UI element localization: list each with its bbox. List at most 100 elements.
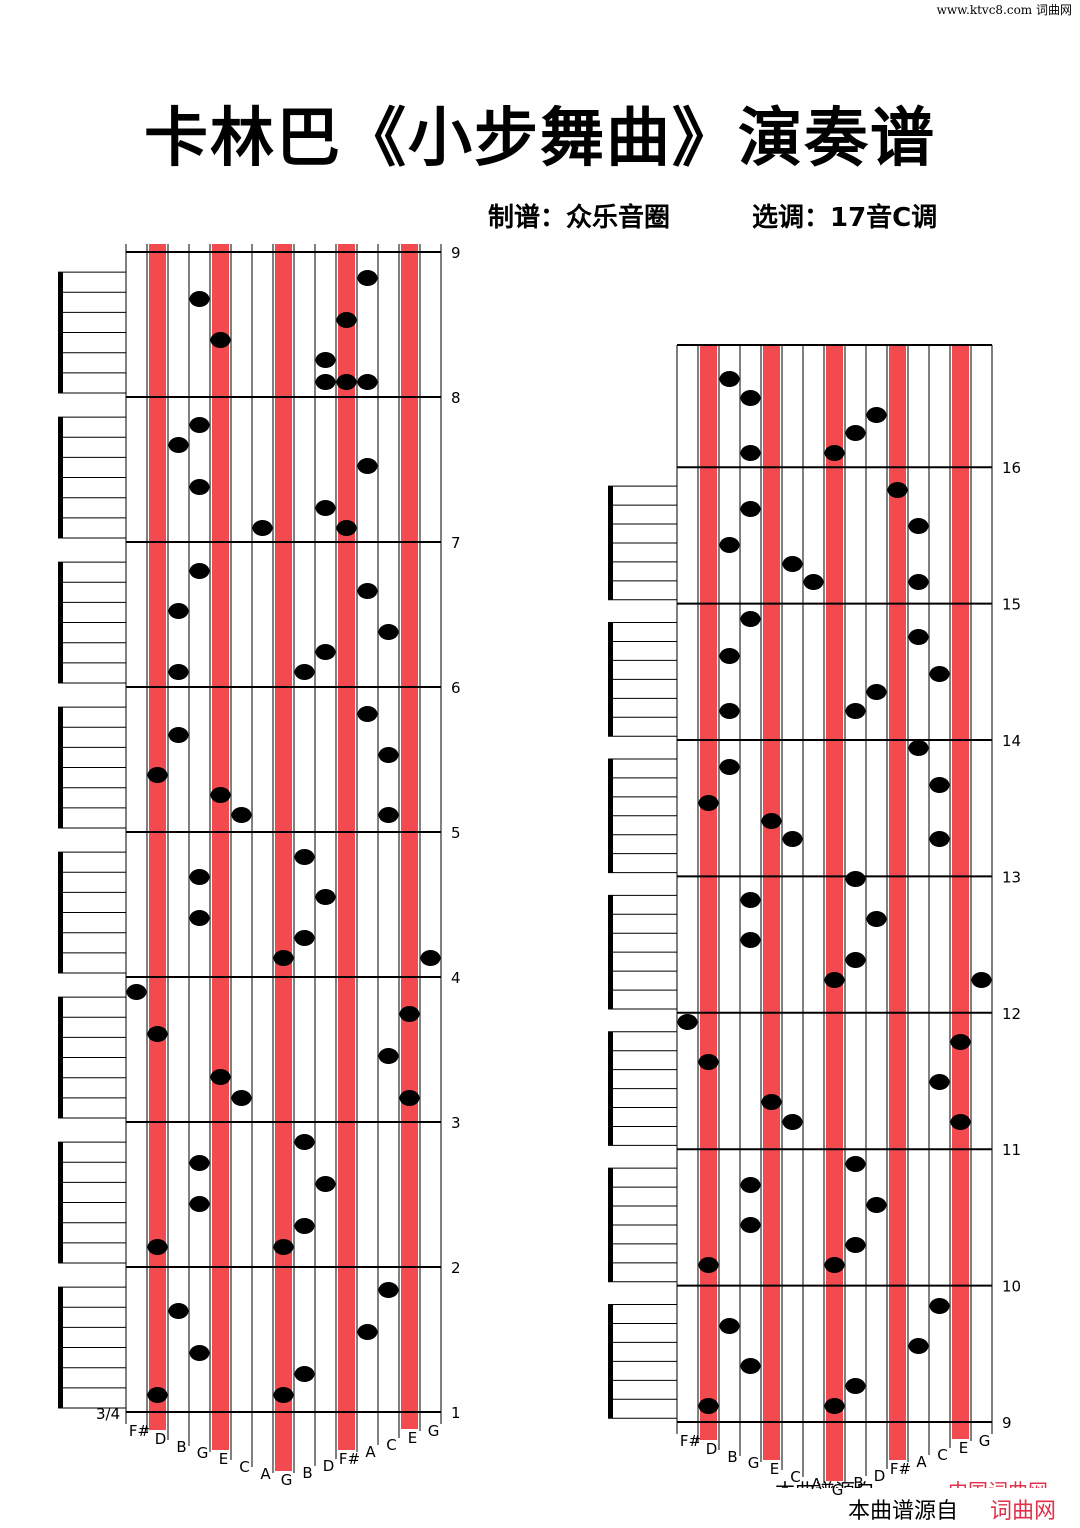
key-label: A <box>260 1465 271 1483</box>
note <box>845 703 866 719</box>
note <box>761 813 782 829</box>
note <box>189 869 210 885</box>
key-label: F# <box>129 1422 150 1440</box>
note <box>908 1338 929 1354</box>
note <box>420 950 441 966</box>
note <box>824 1257 845 1273</box>
note <box>294 1218 315 1234</box>
note <box>168 727 189 743</box>
note <box>252 520 273 536</box>
note <box>336 312 357 328</box>
note <box>845 952 866 968</box>
note <box>719 759 740 775</box>
note <box>929 1074 950 1090</box>
key-label: A <box>811 1475 822 1493</box>
measure-number: 16 <box>1002 459 1021 477</box>
note <box>845 871 866 887</box>
note <box>294 1366 315 1382</box>
note <box>336 374 357 390</box>
tine-red <box>952 345 969 1439</box>
note <box>719 371 740 387</box>
key-label: C <box>386 1436 396 1454</box>
note <box>315 644 336 660</box>
tine-red <box>889 345 906 1460</box>
tine-red <box>149 244 166 1430</box>
note <box>294 1134 315 1150</box>
note <box>803 574 824 590</box>
key-label: G <box>197 1444 209 1462</box>
note <box>698 1054 719 1070</box>
note <box>378 624 399 640</box>
note <box>210 332 231 348</box>
tine-red <box>338 244 355 1450</box>
footer-bg <box>770 1488 1080 1528</box>
key-label: D <box>874 1467 886 1485</box>
measure-number: 8 <box>451 389 461 407</box>
measure-number: 14 <box>1002 732 1021 750</box>
note <box>189 1155 210 1171</box>
note <box>357 706 378 722</box>
note <box>378 1282 399 1298</box>
note <box>824 1398 845 1414</box>
measure-number: 6 <box>451 679 461 697</box>
note <box>719 648 740 664</box>
note <box>168 664 189 680</box>
note <box>336 520 357 536</box>
tine-red <box>763 345 780 1460</box>
key-label: F# <box>339 1450 360 1468</box>
measure-number: 4 <box>451 969 461 987</box>
note <box>294 849 315 865</box>
arranger: 制谱：众乐音圈 <box>488 202 670 233</box>
key-label: G <box>832 1481 844 1499</box>
measure-number: 9 <box>451 244 461 262</box>
key-label: G <box>281 1471 293 1489</box>
note <box>740 390 761 406</box>
note <box>845 1156 866 1172</box>
key-label: B <box>727 1448 737 1466</box>
note <box>189 479 210 495</box>
note <box>378 1048 399 1064</box>
note <box>315 374 336 390</box>
key-label: D <box>706 1440 718 1458</box>
note <box>315 889 336 905</box>
note <box>378 747 399 763</box>
note <box>399 1006 420 1022</box>
note <box>273 1239 294 1255</box>
tine-red <box>700 345 717 1440</box>
note <box>378 807 399 823</box>
note <box>824 972 845 988</box>
note <box>866 407 887 423</box>
note <box>971 972 992 988</box>
footer-brand: 词曲网 <box>990 1499 1056 1524</box>
measure-number: 15 <box>1002 596 1021 614</box>
note <box>761 1094 782 1110</box>
note <box>231 1090 252 1106</box>
note <box>929 666 950 682</box>
note <box>740 501 761 517</box>
note <box>740 1217 761 1233</box>
note <box>147 1026 168 1042</box>
title: 卡林巴《小步舞曲》演奏谱 <box>144 102 936 176</box>
note <box>189 563 210 579</box>
note <box>908 518 929 534</box>
key-label: B <box>302 1464 312 1482</box>
note <box>740 1358 761 1374</box>
note <box>782 1114 803 1130</box>
note <box>168 437 189 453</box>
note <box>845 425 866 441</box>
key-label: G <box>428 1422 440 1440</box>
measure-number: 9 <box>1002 1414 1012 1432</box>
note <box>189 910 210 926</box>
site-url: www.ktvc8.com 词曲网 <box>937 3 1072 17</box>
key-label: C <box>790 1468 800 1486</box>
note <box>929 1298 950 1314</box>
note <box>908 629 929 645</box>
key-label: E <box>770 1460 779 1478</box>
tine-red <box>826 345 843 1481</box>
measure-number: 12 <box>1002 1005 1021 1023</box>
tine-red <box>212 244 229 1450</box>
note <box>824 445 845 461</box>
note <box>866 1197 887 1213</box>
note <box>929 777 950 793</box>
